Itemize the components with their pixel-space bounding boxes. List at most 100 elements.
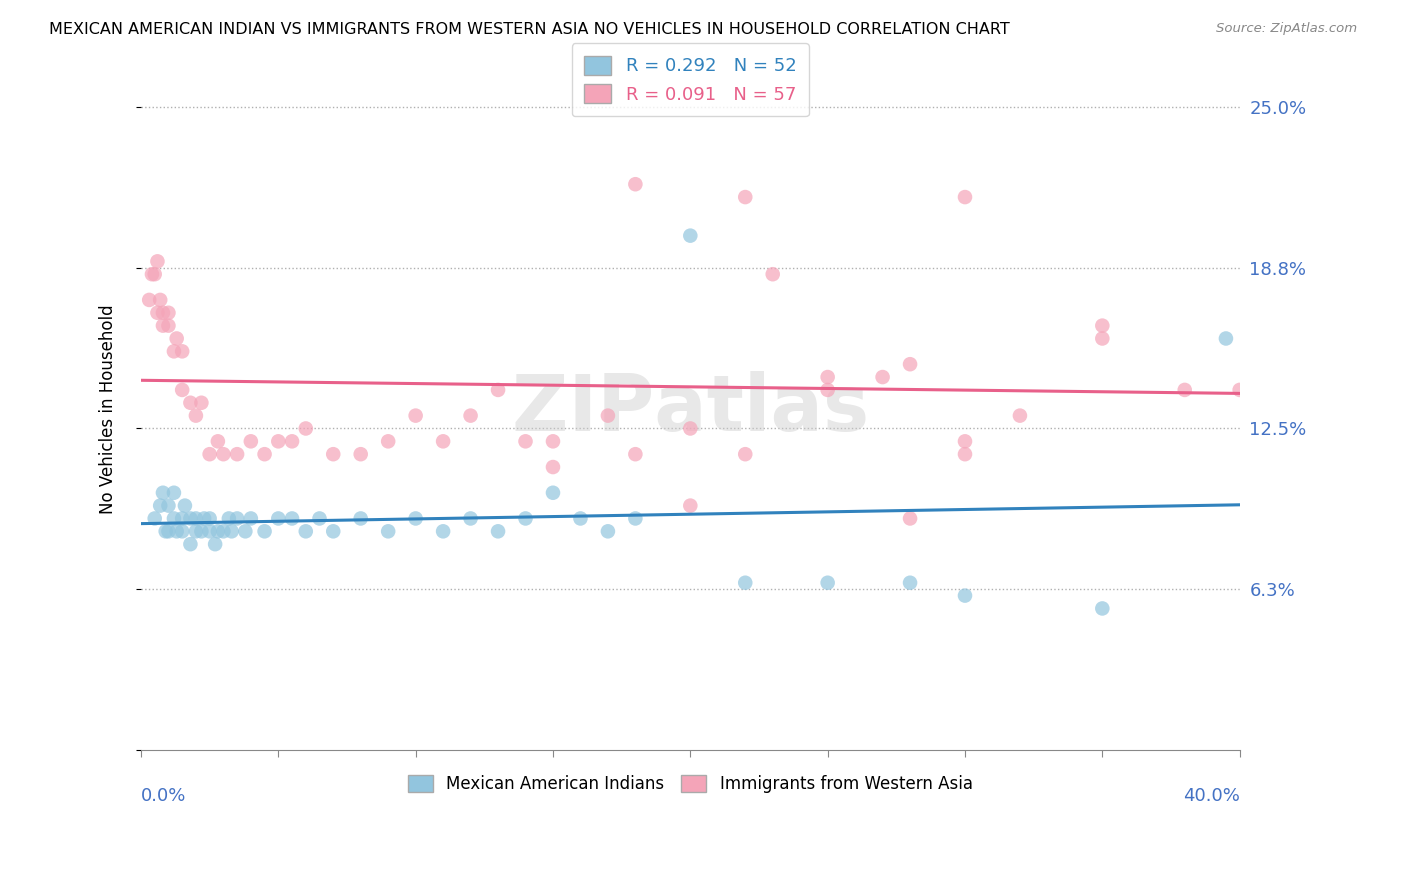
Point [1215,331,1237,345]
Point [1229,383,1251,397]
Point [157,499,180,513]
Point [1091,601,1114,615]
Point [152,318,174,333]
Point [679,228,702,243]
Point [253,524,276,539]
Point [239,511,262,525]
Text: 40.0%: 40.0% [1182,788,1240,805]
Point [143,511,166,525]
Point [624,178,647,192]
Point [953,434,976,449]
Point [898,357,921,371]
Point [152,306,174,320]
Point [172,344,194,359]
Point [207,434,229,449]
Point [155,524,177,539]
Point [149,293,172,307]
Point [146,254,169,268]
Point [163,485,186,500]
Point [204,537,226,551]
Y-axis label: No Vehicles in Household: No Vehicles in Household [100,304,117,514]
Point [1174,383,1197,397]
Point [163,344,186,359]
Point [198,447,221,461]
Point [267,434,290,449]
Point [166,331,188,345]
Point [141,267,163,281]
Text: MEXICAN AMERICAN INDIAN VS IMMIGRANTS FROM WESTERN ASIA NO VEHICLES IN HOUSEHOLD: MEXICAN AMERICAN INDIAN VS IMMIGRANTS FR… [49,22,1010,37]
Point [624,447,647,461]
Point [193,511,215,525]
Point [322,447,344,461]
Point [1008,409,1031,423]
Point [184,511,207,525]
Point [207,524,229,539]
Point [235,524,257,539]
Point [898,575,921,590]
Point [541,460,564,475]
Point [817,575,839,590]
Point [405,511,427,525]
Point [146,306,169,320]
Text: 0.0%: 0.0% [141,788,187,805]
Point [817,370,839,384]
Point [734,575,756,590]
Point [486,524,509,539]
Point [174,499,197,513]
Text: ZIP​atlas: ZIP​atlas [512,371,869,447]
Point [157,306,180,320]
Point [184,409,207,423]
Point [515,511,537,525]
Point [596,524,619,539]
Point [405,409,427,423]
Point [166,524,188,539]
Point [239,434,262,449]
Point [157,524,180,539]
Point [308,511,330,525]
Point [1091,331,1114,345]
Point [157,318,180,333]
Point [152,485,174,500]
Point [460,511,482,525]
Point [226,511,249,525]
Point [179,396,201,410]
Point [322,524,344,539]
Point [198,511,221,525]
Point [163,511,186,525]
Point [149,499,172,513]
Point [218,511,240,525]
Point [734,190,756,204]
Point [953,190,976,204]
Point [281,511,304,525]
Point [198,524,221,539]
Point [377,524,399,539]
Point [541,434,564,449]
Point [377,434,399,449]
Point [221,524,243,539]
Point [190,524,212,539]
Point [541,485,564,500]
Point [281,434,304,449]
Point [226,447,249,461]
Point [898,511,921,525]
Point [190,396,212,410]
Point [432,524,454,539]
Point [179,511,201,525]
Point [953,589,976,603]
Legend: Mexican American Indians, Immigrants from Western Asia: Mexican American Indians, Immigrants fro… [398,764,983,803]
Point [294,524,316,539]
Point [569,511,592,525]
Point [212,447,235,461]
Point [432,434,454,449]
Point [515,434,537,449]
Point [679,421,702,435]
Point [179,537,201,551]
Point [350,447,373,461]
Point [350,511,373,525]
Point [762,267,785,281]
Point [953,447,976,461]
Point [267,511,290,525]
Point [172,524,194,539]
Point [212,524,235,539]
Point [138,293,160,307]
